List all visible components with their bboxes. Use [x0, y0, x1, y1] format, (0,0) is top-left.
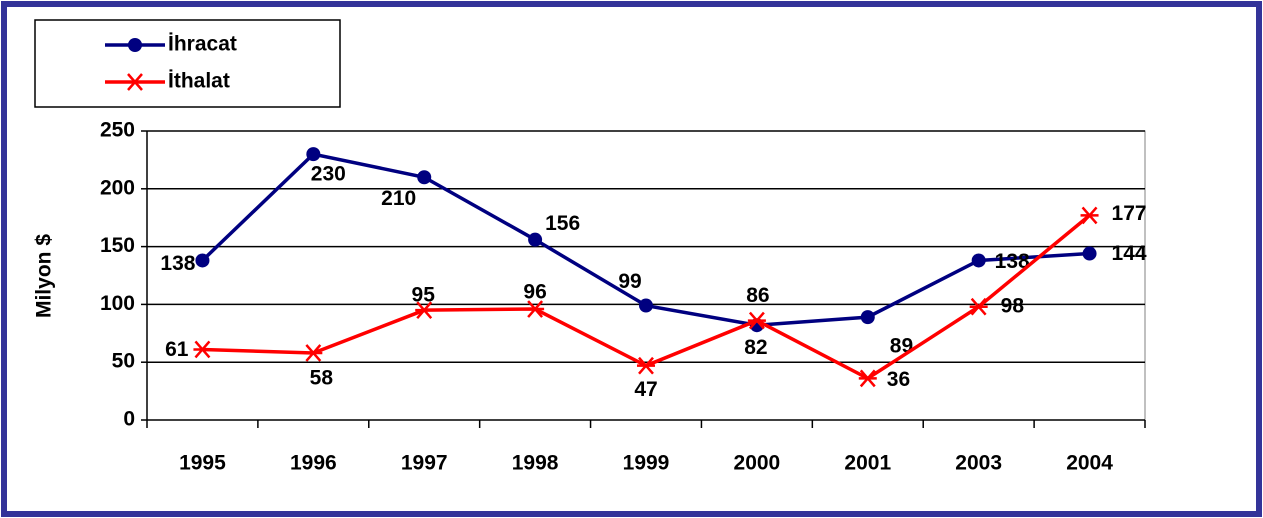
y-tick-label: 150 [100, 234, 135, 257]
legend-marker [126, 73, 144, 91]
x-tick-label: 2004 [1066, 452, 1113, 475]
data-label: 89 [890, 335, 913, 358]
data-label: 230 [311, 163, 346, 186]
point [526, 300, 545, 318]
data-label: 99 [618, 270, 641, 293]
data-label: 82 [744, 336, 767, 359]
y-tick-label: 50 [112, 350, 135, 373]
point [415, 301, 434, 320]
y-axis-label: Milyon $ [33, 234, 56, 318]
x-tick-label: 1995 [179, 452, 226, 475]
data-label: 210 [381, 187, 416, 210]
data-label: 86 [746, 284, 769, 307]
point [639, 298, 653, 313]
x-tick-label: 2001 [844, 452, 891, 475]
point [860, 310, 875, 325]
y-tick-label: 250 [100, 119, 135, 142]
data-label: 95 [412, 284, 436, 307]
data-label: 36 [887, 368, 910, 391]
point [528, 232, 543, 247]
data-label: 61 [165, 338, 189, 361]
point [1082, 246, 1097, 261]
legend-label: İthalat [168, 70, 230, 93]
data-label: 138 [160, 252, 195, 275]
x-tick-label: 1997 [401, 452, 448, 475]
point [193, 340, 212, 359]
plot-area [146, 130, 1146, 421]
y-tick-label: 200 [100, 176, 135, 199]
data-label: 98 [1001, 294, 1025, 317]
point [971, 253, 986, 268]
point [304, 344, 323, 362]
data-label: 156 [545, 212, 580, 235]
point [969, 297, 988, 316]
data-label: 138 [995, 250, 1030, 273]
legend-box [34, 19, 341, 108]
point [858, 369, 877, 388]
point [306, 147, 321, 162]
data-label: 144 [1112, 242, 1147, 265]
point [417, 170, 432, 185]
data-label: 47 [634, 378, 657, 401]
data-label: 96 [523, 281, 546, 304]
x-tick-label: 1998 [512, 452, 559, 475]
point [1080, 206, 1099, 225]
y-tick-label: 100 [100, 292, 135, 315]
point [195, 253, 210, 268]
y-tick-label: 0 [123, 408, 135, 431]
point [747, 311, 766, 330]
point [637, 356, 655, 375]
data-label: 58 [310, 366, 334, 389]
legend-label: İhracat [168, 33, 237, 56]
x-tick-label: 2000 [734, 452, 781, 475]
data-label: 177 [1112, 202, 1147, 225]
x-tick-label: 1996 [290, 452, 337, 475]
x-tick-label: 2003 [955, 452, 1002, 475]
legend-marker [128, 38, 142, 52]
x-tick-label: 1999 [623, 452, 670, 475]
